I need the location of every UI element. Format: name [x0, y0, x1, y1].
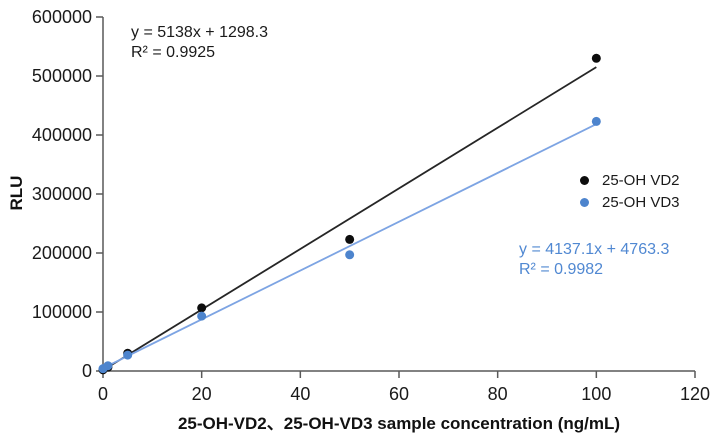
x-tick-label: 80 — [488, 384, 508, 404]
y-tick-label: 400000 — [32, 125, 92, 145]
vd3-r-squared: R² = 0.9982 — [519, 261, 604, 278]
legend-item-vd3: 25-OH VD3 — [580, 191, 680, 213]
x-tick-label: 120 — [680, 384, 710, 404]
x-tick-label: 20 — [192, 384, 212, 404]
data-point-25-oh-vd3 — [591, 116, 601, 126]
y-tick-label: 600000 — [32, 7, 92, 27]
series-25-oh-vd2 — [98, 53, 601, 375]
vd2-trendline-annotation: y = 5138x + 1298.3 R² = 0.9925 — [131, 23, 268, 63]
x-tick-label: 100 — [581, 384, 611, 404]
vd2-r-squared: R² = 0.9925 — [131, 44, 216, 61]
vd3-trendline-annotation: y = 4137.1x + 4763.3 R² = 0.9982 — [519, 240, 669, 280]
x-tick-label: 0 — [98, 384, 108, 404]
vd3-marker-icon — [580, 197, 589, 207]
y-tick-label: 0 — [82, 361, 92, 381]
y-tick-label: 500000 — [32, 66, 92, 86]
legend-label-vd3: 25-OH VD3 — [602, 193, 680, 211]
data-point-25-oh-vd2 — [345, 234, 355, 244]
vd3-equation: y = 4137.1x + 4763.3 — [519, 241, 670, 258]
vd2-equation: y = 5138x + 1298.3 — [131, 24, 268, 41]
trendline-25-oh-vd2 — [102, 66, 597, 372]
y-axis-title: RLU — [7, 175, 26, 211]
x-tick-label: 60 — [389, 384, 409, 404]
data-point-25-oh-vd2 — [197, 303, 207, 313]
vd2-marker-icon — [580, 175, 589, 185]
data-point-25-oh-vd3 — [197, 311, 207, 321]
y-tick-label: 200000 — [32, 243, 92, 263]
x-tick-label: 40 — [290, 384, 310, 404]
series-25-oh-vd3 — [98, 116, 601, 374]
legend: 25-OH VD2 25-OH VD3 — [580, 169, 680, 213]
y-tick-label: 300000 — [32, 184, 92, 204]
trendline-25-oh-vd3 — [102, 123, 597, 369]
data-point-25-oh-vd2 — [591, 53, 601, 63]
data-point-25-oh-vd3 — [103, 361, 113, 371]
legend-item-vd2: 25-OH VD2 — [580, 169, 680, 191]
data-point-25-oh-vd3 — [345, 250, 355, 260]
legend-label-vd2: 25-OH VD2 — [602, 171, 680, 189]
x-axis-title: 25-OH-VD2、25-OH-VD3 sample concentration… — [177, 414, 621, 433]
y-tick-label: 100000 — [32, 302, 92, 322]
data-point-25-oh-vd3 — [123, 350, 133, 360]
